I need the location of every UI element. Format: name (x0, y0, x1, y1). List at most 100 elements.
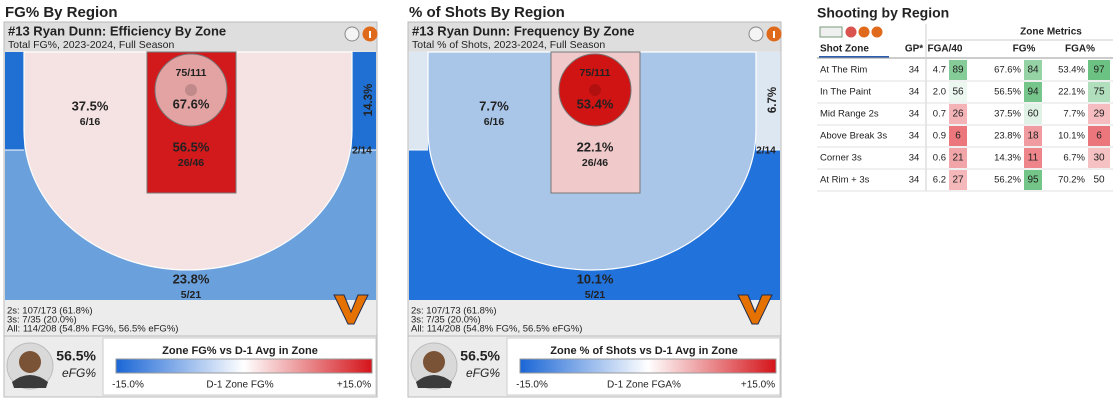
legend-bar (115, 358, 373, 374)
summary-area (409, 300, 780, 336)
percentile-value: 26 (952, 109, 964, 120)
rim-pct: 67.6% (173, 96, 210, 111)
column-header: FG% (1013, 44, 1036, 55)
percentile-cell (949, 170, 967, 190)
metric-value: 7.7% (1063, 109, 1085, 120)
percentile-value: 29 (1093, 109, 1105, 120)
percentile-value: 84 (1027, 65, 1039, 76)
panel-heading: FG% By Region (5, 4, 118, 21)
percentile-value: 60 (1027, 109, 1039, 120)
paint-count: 26/46 (582, 157, 608, 169)
percentile-value: 97 (1093, 65, 1105, 76)
metric-value: 56.5% (994, 87, 1021, 98)
corner-pct: 14.3% (363, 84, 375, 117)
column-header: Shot Zone (820, 44, 869, 55)
corner-count: 2/14 (756, 146, 776, 157)
metric-value: 2.0 (933, 87, 946, 98)
team-logo (333, 294, 369, 325)
toggle-icon[interactable] (344, 26, 360, 42)
percentile-cell (949, 82, 967, 102)
team-logo (737, 294, 773, 325)
percentile-cell (1088, 104, 1110, 124)
paint-count: 26/46 (178, 157, 204, 169)
legend-title: Zone FG% vs D-1 Avg in Zone (162, 345, 318, 357)
summary-line: 2s: 107/173 (61.8%) (7, 306, 93, 317)
three-count: 5/21 (181, 289, 202, 301)
panel-title-bar (4, 22, 377, 52)
metric-value: 23.8% (994, 131, 1021, 142)
legend-min: -15.0% (112, 380, 144, 391)
percentile-cell (1088, 60, 1110, 80)
headshot-face (423, 351, 445, 373)
games-played: 34 (909, 175, 920, 186)
summary-line: All: 114/208 (54.8% FG%, 56.5% eFG%) (7, 324, 178, 335)
summary-line: 3s: 7/35 (20.0%) (411, 315, 481, 326)
table-group-header: Zone Metrics (1020, 27, 1082, 38)
legend-max: +15.0% (741, 380, 775, 391)
info-glyph (773, 31, 775, 38)
paint-pct: 56.5% (173, 139, 210, 154)
percentile-cell (1024, 170, 1042, 190)
table-title: Shooting by Region (817, 5, 949, 21)
mid-pct: 7.7% (479, 98, 509, 113)
games-played: 34 (909, 109, 920, 120)
summary-line: All: 114/208 (54.8% FG%, 56.5% eFG%) (411, 324, 582, 335)
percentile-cell (949, 60, 967, 80)
zone-name: Mid Range 2s (820, 109, 879, 120)
metric-value: 56.2% (994, 175, 1021, 186)
panel-subtitle: Total % of Shots, 2023-2024, Full Season (412, 39, 605, 51)
toolbar-icon[interactable] (858, 26, 870, 38)
legend-axis-label: D-1 Zone FG% (206, 380, 273, 391)
legend-min: -15.0% (516, 380, 548, 391)
games-played: 34 (909, 153, 920, 164)
percentile-value: 50 (1093, 175, 1105, 186)
rim-pct: 53.4% (577, 96, 614, 111)
stat-value: 56.5% (460, 348, 500, 364)
column-header: FGA% (1065, 44, 1095, 55)
percentile-cell (949, 104, 967, 124)
percentile-cell (1088, 126, 1110, 146)
toolbar-icon[interactable] (845, 26, 857, 38)
percentile-value: 95 (1027, 175, 1039, 186)
corner-pct: 6.7% (767, 87, 779, 113)
paint-pct: 22.1% (577, 139, 614, 154)
metric-value: 53.4% (1058, 65, 1085, 76)
panel-title: #13 Ryan Dunn: Frequency By Zone (412, 23, 635, 38)
zone-name: Corner 3s (820, 153, 862, 164)
percentile-value: 6 (1096, 131, 1102, 142)
rim-count: 75/111 (176, 67, 207, 79)
percentile-value: 18 (1027, 131, 1039, 142)
rim-dot (589, 84, 601, 96)
metric-value: 22.1% (1058, 87, 1085, 98)
zone-name: In The Paint (820, 87, 871, 98)
percentile-value: 89 (952, 65, 964, 76)
percentile-cell (1024, 82, 1042, 102)
games-played: 34 (909, 131, 920, 142)
percentile-value: 27 (952, 175, 964, 186)
toolbar-icon[interactable] (871, 26, 883, 38)
toggle-icon[interactable] (748, 26, 764, 42)
metric-value: 70.2% (1058, 175, 1085, 186)
percentile-value: 94 (1027, 87, 1039, 98)
metric-value: 6.2 (933, 175, 946, 186)
zone-name: At The Rim (820, 65, 867, 76)
zone-corner-left (5, 52, 24, 150)
three-count: 5/21 (585, 289, 606, 301)
stat-label: eFG% (466, 366, 500, 380)
column-underline (819, 56, 889, 58)
legend-axis-label: D-1 Zone FGA% (607, 380, 681, 391)
info-glyph (369, 31, 371, 38)
panel-title: #13 Ryan Dunn: Efficiency By Zone (8, 23, 226, 38)
zone-corner-right (756, 52, 780, 150)
mid-count: 6/16 (80, 116, 101, 128)
metric-value: 0.7 (933, 109, 946, 120)
games-played: 34 (909, 65, 920, 76)
percentile-cell (1088, 148, 1110, 168)
percentile-value: 30 (1093, 153, 1105, 164)
table-toolbar-swatch (819, 26, 843, 38)
headshot-body (416, 375, 452, 388)
zone-rim (558, 53, 632, 127)
rim-dot (185, 84, 197, 96)
